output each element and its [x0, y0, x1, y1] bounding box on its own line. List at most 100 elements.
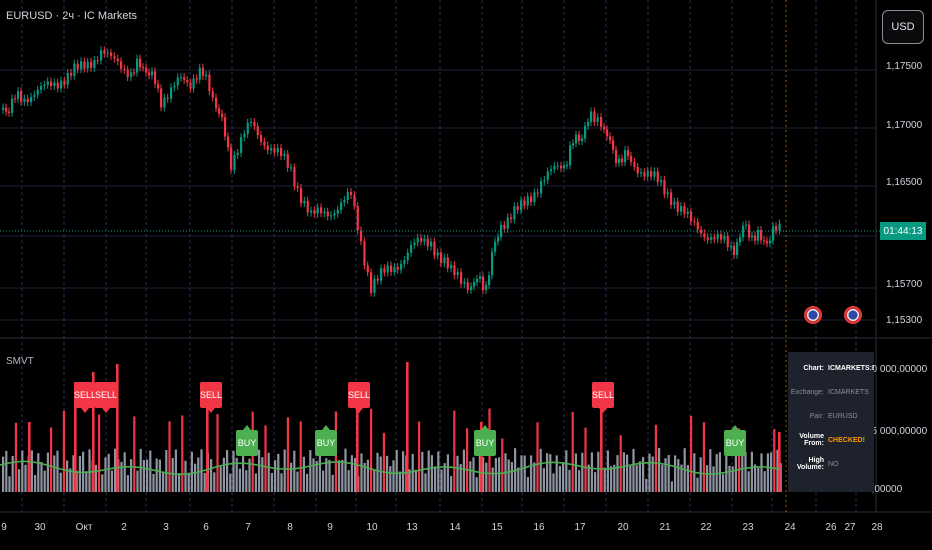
candle-body — [778, 223, 781, 231]
volume-bar — [453, 410, 456, 492]
symbol-title[interactable]: EURUSD · 2ч · IC Markets — [6, 10, 138, 22]
volume-bar — [14, 422, 17, 492]
candle-body — [43, 84, 46, 87]
volume-bar — [174, 449, 177, 492]
volume-bar — [373, 470, 376, 492]
volume-bar — [398, 471, 401, 492]
candle-body — [60, 80, 63, 89]
volume-bar — [261, 457, 264, 492]
volume-bar — [654, 424, 657, 492]
candle-body — [133, 72, 136, 74]
candle-body — [513, 206, 516, 220]
candle-body — [270, 148, 273, 151]
candle-body — [736, 242, 739, 255]
volume-bar — [725, 454, 728, 492]
volume-bar — [459, 464, 462, 492]
candle-body — [106, 52, 109, 54]
candle-body — [453, 265, 456, 276]
volume-bar — [158, 459, 161, 492]
volume-bar — [88, 449, 91, 492]
volume-bar — [526, 477, 529, 492]
date-label: 6 — [203, 522, 209, 533]
volume-bar — [622, 452, 625, 492]
candle-body — [366, 265, 369, 273]
candle-body — [120, 61, 123, 69]
volume-bar — [213, 472, 216, 492]
volume-bar — [322, 470, 325, 492]
volume-bar — [34, 475, 37, 492]
candle-body — [201, 67, 205, 77]
volume-bar — [136, 470, 139, 492]
candle-body — [723, 236, 726, 240]
candle-body — [726, 236, 729, 248]
candle-body — [221, 113, 224, 118]
volume-bar — [254, 473, 257, 492]
info-value: ICMARKETS:EURUSD — [828, 364, 874, 372]
volume-axis-label: 25 000,00000 — [866, 426, 928, 437]
volume-spike — [600, 392, 603, 492]
candle-body — [540, 181, 543, 194]
candle-body — [566, 164, 569, 166]
volume-bar — [674, 455, 677, 492]
candle-body — [323, 211, 326, 214]
price-label: 1,16500 — [886, 177, 923, 188]
candle-body — [290, 167, 293, 169]
volume-bar — [296, 471, 299, 492]
candle-body — [70, 72, 73, 76]
volume-bar — [555, 455, 558, 492]
date-label: 8 — [287, 522, 293, 533]
volume-bar — [75, 470, 78, 492]
volume-bar — [728, 465, 731, 492]
candle-body — [243, 133, 246, 138]
volume-bar — [171, 458, 174, 492]
volume-bar — [520, 455, 523, 492]
candle-body — [543, 180, 546, 182]
date-label: 10 — [366, 522, 378, 533]
economic-event-icon[interactable] — [804, 306, 822, 324]
volume-bar — [270, 472, 273, 492]
info-value: EURUSD — [828, 412, 858, 420]
candle-body — [263, 141, 266, 146]
volume-bar — [738, 428, 741, 492]
volume-bar — [763, 471, 766, 492]
candle-body — [569, 145, 572, 165]
sell-signal: SELL — [348, 382, 370, 408]
date-label: 7 — [245, 522, 251, 533]
volume-bar — [533, 462, 536, 492]
candle-body — [23, 98, 26, 102]
candle-body — [326, 211, 329, 217]
candle-body — [286, 154, 289, 168]
candle-body — [333, 213, 336, 216]
candle-body — [86, 61, 89, 69]
economic-event-icon[interactable] — [844, 306, 862, 324]
volume-spike — [356, 382, 359, 492]
indicator-name[interactable]: SMVT — [6, 356, 34, 367]
candle-body — [660, 179, 663, 183]
candle-body — [5, 107, 8, 112]
volume-bar — [5, 450, 8, 492]
candle-body — [276, 147, 279, 153]
candle-body — [142, 67, 145, 69]
candle-body — [14, 98, 17, 100]
candle-body — [233, 155, 236, 170]
volume-bar — [466, 428, 469, 492]
volume-spike — [74, 382, 77, 492]
currency-button[interactable]: USD — [882, 10, 924, 44]
candle-body — [710, 237, 713, 240]
candle-body — [215, 97, 218, 109]
candle-body — [170, 87, 173, 99]
volume-bar — [168, 421, 171, 492]
candle-body — [198, 67, 201, 80]
volume-bar — [594, 472, 597, 492]
candle-body — [403, 260, 406, 264]
date-label: 28 — [871, 522, 883, 533]
price-countdown: 01:44:13 — [880, 222, 926, 240]
candle-body — [733, 245, 736, 255]
candle-body — [2, 107, 5, 110]
candle-body — [253, 121, 256, 127]
volume-bar — [37, 453, 40, 492]
info-row-pair: Pair: EURUSD — [788, 406, 874, 426]
candle-body — [103, 50, 106, 54]
volume-bar — [469, 461, 472, 492]
